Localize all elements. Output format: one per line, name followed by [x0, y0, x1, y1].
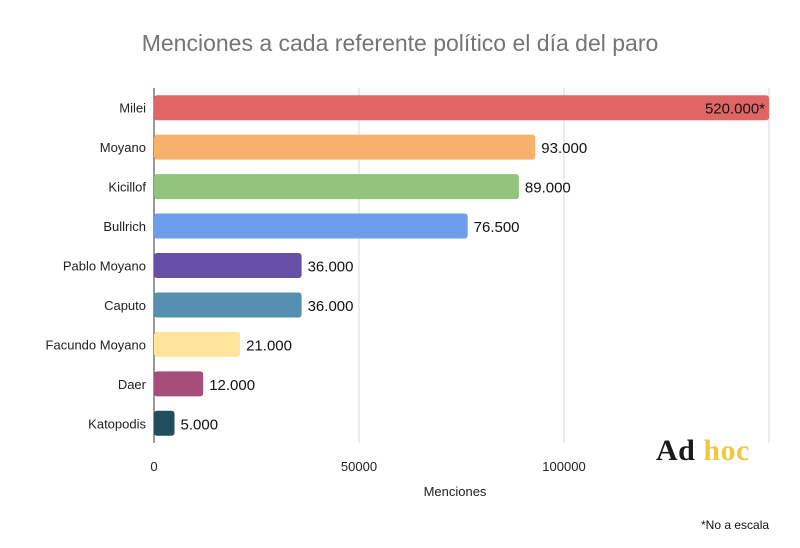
x-tick-label: 0	[150, 459, 157, 474]
bar-pablo-moyano	[154, 253, 302, 278]
data-label: 36.000	[308, 259, 354, 276]
logo-part-hoc: hoc	[703, 434, 750, 467]
data-label: 89.000	[525, 180, 571, 197]
x-tick-label: 50000	[341, 459, 377, 474]
x-tick-labels: 0 50000 100000	[150, 459, 585, 474]
bar-bullrich	[154, 213, 468, 239]
bars	[154, 95, 769, 436]
value-labels: 520.000* 93.000 89.000 76.500 36.000 36.000 21…	[181, 101, 766, 434]
data-label: 5.000	[181, 416, 219, 433]
x-tick-label: 100000	[542, 459, 585, 474]
x-axis-title: Menciones	[424, 484, 487, 499]
bar-daer	[154, 371, 204, 397]
data-label: 12.000	[209, 377, 255, 394]
category-labels: Milei Moyano Kicillof Bullrich Pablo Moyano C…	[46, 101, 147, 432]
data-label: 76.500	[474, 219, 520, 236]
ad-hoc-logo: Ad hoc	[656, 434, 750, 468]
category-label: Daer	[118, 377, 147, 392]
chart-title: Menciones a cada referente político el d…	[141, 30, 659, 56]
footnote: *No a escala	[701, 518, 770, 532]
category-label: Bullrich	[103, 219, 146, 234]
bar-kicillof	[154, 174, 519, 200]
category-label: Facundo Moyano	[46, 337, 146, 352]
data-label: 36.000	[308, 298, 354, 315]
category-label: Katopodis	[88, 416, 146, 431]
bar-caputo	[154, 292, 302, 318]
category-label: Pablo Moyano	[63, 259, 146, 274]
category-label: Caputo	[104, 298, 146, 313]
bar-katopodis	[154, 410, 175, 436]
bar-moyano	[154, 134, 536, 160]
bar-facundo-moyano	[154, 331, 241, 357]
data-label: 21.000	[246, 337, 292, 354]
category-label: Kicillof	[108, 180, 146, 195]
data-label: 93.000	[541, 140, 587, 157]
category-label: Moyano	[100, 140, 146, 155]
data-label: 520.000*	[705, 101, 765, 118]
logo-part-ad: Ad	[656, 434, 696, 467]
bar-milei	[154, 95, 769, 121]
category-label: Milei	[119, 101, 146, 116]
